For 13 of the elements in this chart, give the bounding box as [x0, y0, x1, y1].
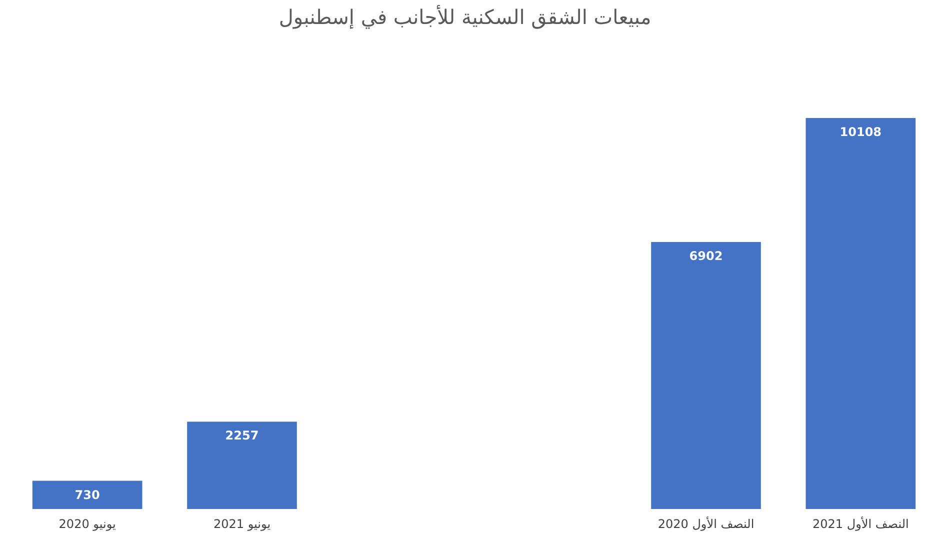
bar: [32, 480, 142, 509]
data-label: 730: [74, 488, 100, 502]
bar: [806, 118, 916, 509]
data-label: 2257: [225, 428, 259, 443]
data-label: 10108: [840, 125, 882, 139]
bar: [651, 242, 761, 509]
x-tick-label: النصف الأول 2021: [812, 516, 909, 531]
chart-title: مبيعات الشقق السكنية للأجانب في إسطنبول: [278, 4, 652, 29]
bar: [187, 422, 297, 509]
x-tick-label: يونيو 2020: [58, 517, 116, 531]
x-tick-label: النصف الأول 2020: [658, 516, 754, 531]
data-label: 6902: [689, 249, 723, 264]
x-tick-label: يونيو 2021: [213, 517, 271, 531]
